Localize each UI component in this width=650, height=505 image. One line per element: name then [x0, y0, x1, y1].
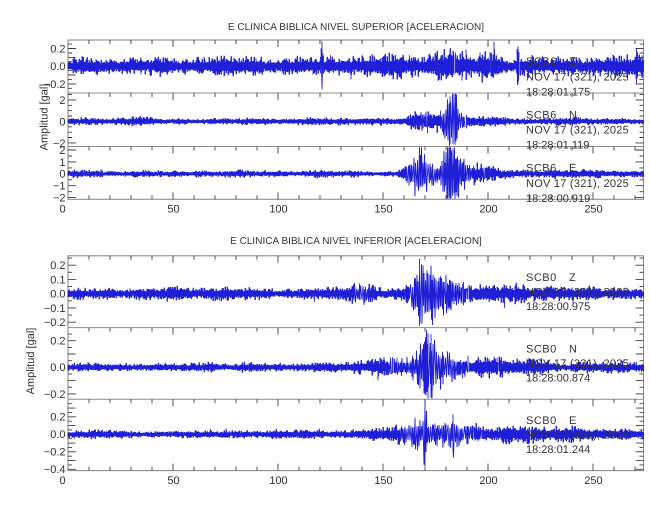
svg-text:18:28:01.244: 18:28:01.244 [526, 444, 590, 456]
svg-text:0: 0 [59, 475, 65, 487]
svg-text:NOV 17 (321), 2025: NOV 17 (321), 2025 [526, 71, 629, 83]
svg-text:100: 100 [269, 204, 287, 216]
svg-text:−0.2: −0.2 [44, 317, 66, 329]
svg-text:Amplitud [gal]: Amplitud [gal] [25, 328, 37, 395]
svg-text:E CLINICA BIBLICA NIVEL SUPERI: E CLINICA BIBLICA NIVEL SUPERIOR [ACELER… [228, 22, 484, 33]
svg-text:NOV 17 (321), 2025: NOV 17 (321), 2025 [526, 286, 629, 298]
svg-text:NOV 17 (321), 2025: NOV 17 (321), 2025 [526, 430, 629, 442]
svg-text:−2: −2 [53, 193, 66, 205]
svg-text:200: 200 [479, 475, 497, 487]
svg-text:2: 2 [59, 95, 65, 107]
svg-text:−2: −2 [53, 138, 66, 150]
svg-text:−0.1: −0.1 [44, 303, 66, 315]
svg-text:SCB0: SCB0 [526, 272, 557, 284]
svg-text:Z: Z [569, 272, 576, 284]
svg-text:18:28:00.874: 18:28:00.874 [526, 373, 590, 385]
svg-text:0: 0 [59, 169, 65, 181]
svg-text:0.0: 0.0 [50, 429, 65, 441]
svg-text:1: 1 [59, 157, 65, 169]
svg-text:SCB6: SCB6 [526, 163, 557, 175]
svg-text:0.0: 0.0 [50, 289, 65, 301]
svg-text:0: 0 [59, 116, 65, 128]
svg-text:SCB0: SCB0 [526, 344, 557, 356]
svg-text:Z: Z [569, 56, 576, 68]
svg-text:E: E [569, 415, 576, 427]
svg-text:−0.4: −0.4 [44, 464, 66, 476]
svg-text:0.2: 0.2 [50, 260, 65, 272]
svg-text:250: 250 [584, 475, 602, 487]
svg-text:−0.2: −0.2 [44, 79, 66, 91]
svg-text:SCB6: SCB6 [526, 110, 557, 122]
svg-text:250: 250 [584, 204, 602, 216]
svg-text:0.2: 0.2 [50, 412, 65, 424]
svg-text:150: 150 [374, 475, 392, 487]
svg-text:−0.2: −0.2 [44, 389, 66, 401]
svg-text:0.2: 0.2 [50, 336, 65, 348]
svg-text:18:28:00.919: 18:28:00.919 [526, 193, 590, 205]
svg-text:−0.2: −0.2 [44, 447, 66, 459]
svg-text:−1: −1 [53, 181, 66, 193]
svg-text:0.1: 0.1 [50, 274, 65, 286]
svg-text:0.2: 0.2 [50, 43, 65, 55]
svg-text:SCB0: SCB0 [526, 415, 557, 427]
svg-text:NOV 17 (321), 2025: NOV 17 (321), 2025 [526, 125, 629, 137]
svg-text:18:28:00.975: 18:28:00.975 [526, 301, 590, 313]
svg-text:N: N [569, 110, 577, 122]
svg-text:50: 50 [167, 204, 179, 216]
svg-text:E CLINICA BIBLICA NIVEL INFERI: E CLINICA BIBLICA NIVEL INFERIOR [ACELER… [230, 236, 482, 247]
svg-text:18:28:01.175: 18:28:01.175 [526, 86, 590, 98]
svg-text:NOV 17 (321), 2025: NOV 17 (321), 2025 [526, 178, 629, 190]
svg-text:Amplitud [gal]: Amplitud [gal] [39, 84, 51, 151]
svg-text:200: 200 [479, 204, 497, 216]
svg-text:N: N [569, 344, 577, 356]
svg-text:18:28:01.119: 18:28:01.119 [526, 140, 589, 152]
svg-text:NOV 17 (321), 2025: NOV 17 (321), 2025 [526, 358, 629, 370]
svg-text:E: E [569, 163, 576, 175]
svg-text:150: 150 [374, 204, 392, 216]
svg-text:50: 50 [167, 475, 179, 487]
svg-text:SCB6: SCB6 [526, 56, 557, 68]
svg-text:0.0: 0.0 [50, 61, 65, 73]
svg-text:2: 2 [59, 145, 65, 157]
svg-text:0: 0 [59, 204, 65, 216]
svg-text:0.0: 0.0 [50, 362, 65, 374]
svg-text:100: 100 [269, 475, 287, 487]
